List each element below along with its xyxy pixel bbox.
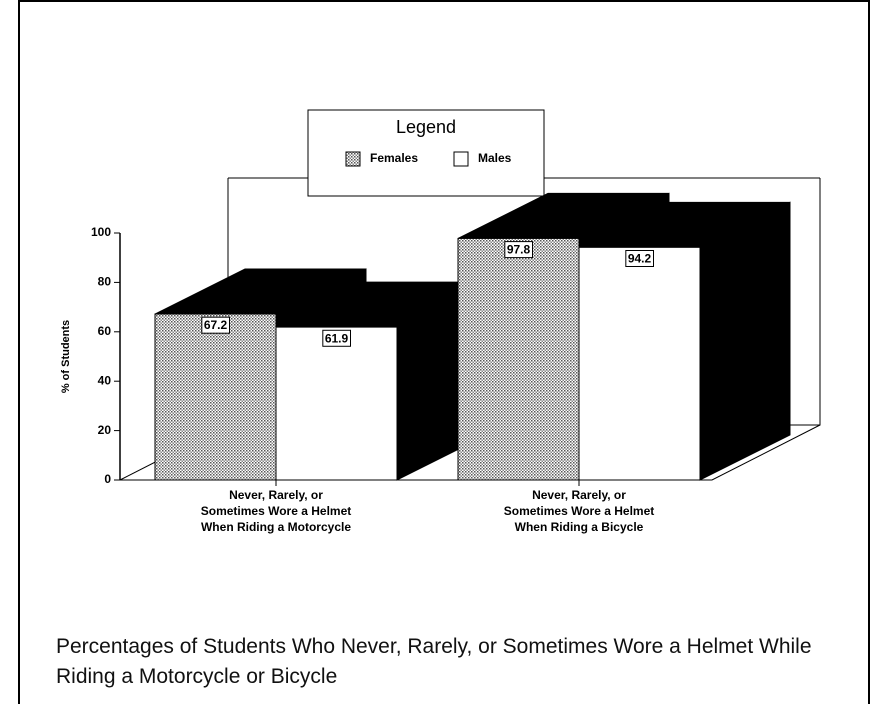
y-tick-label: 20: [98, 423, 112, 437]
y-tick-label: 100: [91, 225, 111, 239]
bar: [578, 246, 701, 481]
data-label-box: [201, 316, 231, 334]
data-label: 94.2: [628, 251, 652, 265]
y-tick-label: 0: [104, 472, 111, 486]
x-tick-label: Sometimes Wore a Helmet: [201, 504, 352, 518]
bar: [154, 313, 277, 481]
legend-title: Legend: [396, 117, 456, 137]
y-tick-label: 60: [98, 324, 112, 338]
y-tick-label: 80: [98, 275, 112, 289]
bar-side: [699, 201, 791, 481]
x-tick-label: Never, Rarely, or: [229, 488, 323, 502]
bar: [457, 237, 580, 481]
legend-swatch: [345, 151, 361, 167]
data-label: 61.9: [325, 331, 349, 345]
data-label-box: [625, 249, 655, 267]
x-tick-label: Sometimes Wore a Helmet: [504, 504, 655, 518]
data-label-box: [504, 241, 534, 259]
data-label-box: [322, 329, 352, 347]
y-axis-label: % of Students: [60, 320, 72, 393]
legend-label: Males: [478, 151, 512, 165]
legend-label: Females: [370, 151, 418, 165]
frame: [18, 0, 870, 704]
y-tick-label: 40: [98, 373, 112, 387]
x-tick-label: When Riding a Motorcycle: [201, 520, 351, 534]
legend-swatch: [453, 151, 469, 167]
x-tick-label: When Riding a Bicycle: [515, 520, 644, 534]
data-label: 97.8: [507, 243, 531, 257]
bar: [275, 326, 398, 481]
x-tick-label: Never, Rarely, or: [532, 488, 626, 502]
data-label: 67.2: [204, 318, 228, 332]
caption: Percentages of Students Who Never, Rarel…: [56, 635, 812, 688]
